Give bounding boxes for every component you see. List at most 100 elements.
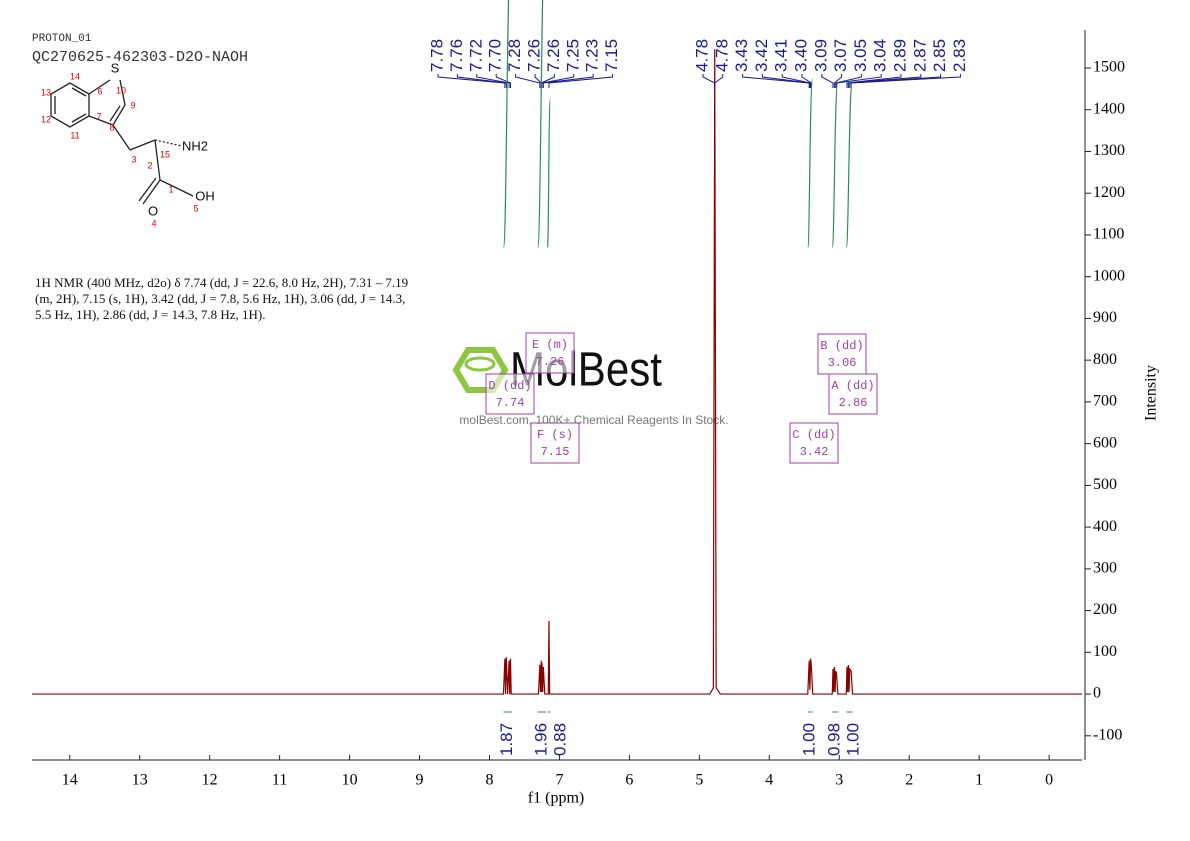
y-tick-label: 1400 [1093, 100, 1125, 117]
x-tick-label: 14 [62, 772, 78, 789]
multiplet-label: B (dd) [820, 339, 863, 353]
y-tick-label: 1500 [1093, 59, 1125, 76]
peak-label: 2.83 [950, 39, 969, 72]
peak-label: 7.15 [602, 39, 621, 72]
atom-number: 1 [168, 184, 173, 194]
spectrum [32, 49, 1082, 695]
multiplet-shift: 2.86 [839, 396, 868, 410]
x-tick-label: 12 [202, 772, 218, 789]
x-tick-label: 7 [555, 772, 563, 789]
peak-leader [714, 74, 724, 88]
multiplet-label: F (s) [537, 428, 573, 442]
atom-number: 15 [160, 149, 170, 159]
peak-label: 3.41 [772, 39, 791, 72]
peak-leader [847, 74, 922, 88]
multiplet-label: E (m) [532, 338, 568, 352]
x-axis-label: f1 (ppm) [528, 790, 584, 807]
peak-label: 7.25 [563, 39, 582, 72]
atom-number: 4 [151, 218, 156, 228]
y-tick-label: 300 [1093, 560, 1117, 577]
peak-leader [495, 74, 511, 88]
y-tick-label: 1100 [1093, 226, 1124, 243]
integral-label: 0.98 [825, 723, 844, 756]
x-tick-label: 13 [132, 772, 148, 789]
x-tick-label: 10 [342, 772, 358, 789]
multiplet-box [485, 373, 535, 415]
atom-label: S [111, 60, 120, 75]
peak-leader [437, 74, 506, 88]
peak-leader [515, 74, 541, 88]
peak-leader [846, 74, 902, 88]
peak-label: 3.09 [811, 39, 830, 72]
atom-number: 11 [70, 130, 79, 140]
y-tick-label: 600 [1093, 434, 1117, 451]
atom-number: 12 [41, 114, 51, 124]
atom-number: 9 [130, 100, 135, 110]
y-tick-label: 0 [1093, 685, 1101, 702]
y-tick-label: 1300 [1093, 142, 1125, 159]
peak-leader [835, 74, 882, 88]
atom-number: 6 [97, 86, 102, 96]
atom-label: NH2 [182, 138, 208, 153]
x-tick-label: 0 [1045, 772, 1053, 789]
integral-curve [546, 99, 551, 249]
peak-leader [476, 74, 510, 88]
y-axis-label: Intensity [1143, 365, 1160, 421]
y-tick-label: 500 [1093, 476, 1117, 493]
multiplet-box [828, 373, 878, 415]
sample-name: QC270625-462303-D2O-NAOH [32, 49, 248, 66]
peak-leader [541, 74, 575, 88]
integral-label: 0.88 [550, 723, 569, 756]
multiplet-box [525, 332, 575, 374]
run-name: PROTON_01 [32, 33, 92, 45]
peak-label: 7.76 [447, 39, 466, 72]
integral-curve [831, 82, 839, 249]
integral-curve [845, 78, 854, 249]
x-tick-label: 9 [416, 772, 424, 789]
peak-label: 3.05 [851, 39, 870, 72]
peak-label: 7.23 [583, 39, 602, 72]
integral-label: 1.87 [497, 723, 516, 756]
watermark-tagline: molBest.com, 100K+ Chemical Reagents In … [459, 413, 728, 427]
description-line: (m, 2H), 7.15 (s, 1H), 3.42 (dd, J = 7.8… [35, 291, 405, 306]
y-tick-label: 700 [1093, 393, 1117, 410]
peak-label: 3.04 [871, 39, 890, 72]
integral-label: 1.00 [800, 723, 819, 756]
peak-label: 4.78 [692, 39, 711, 72]
multiplet-shift: 7.26 [536, 355, 565, 369]
x-tick-label: 2 [905, 772, 913, 789]
description-line: 5.5 Hz, 1H), 2.86 (dd, J = 14.3, 7.8 Hz,… [35, 307, 265, 322]
peak-label: 7.28 [505, 39, 524, 72]
peak-label: 7.70 [486, 39, 505, 72]
peak-leader [456, 74, 507, 88]
description: 1H NMR (400 MHz, d2o) δ 7.74 (dd, J = 22… [35, 275, 408, 322]
y-tick-label: -100 [1093, 726, 1122, 743]
peak-label: 2.87 [910, 39, 929, 72]
y-tick-label: 900 [1093, 309, 1117, 326]
multiplet-label: D (dd) [488, 379, 531, 393]
y-tick-label: 1000 [1093, 267, 1125, 284]
peak-label: 3.40 [791, 39, 810, 72]
peak-label: 3.07 [831, 39, 850, 72]
atom-number: 5 [193, 203, 198, 213]
x-tick-label: 4 [765, 772, 773, 789]
peak-leader [781, 74, 812, 88]
x-tick-label: 3 [835, 772, 843, 789]
multiplet-label: C (dd) [792, 428, 835, 442]
peak-label: 7.26 [524, 39, 543, 72]
atom-number: 3 [131, 154, 136, 164]
atom-number: 14 [70, 71, 80, 81]
x-tick-label: 1 [975, 772, 983, 789]
integral-curve [502, 0, 510, 249]
peak-label: 7.26 [544, 39, 563, 72]
peak-label: 2.89 [890, 39, 909, 72]
atom-number: 7 [96, 111, 101, 121]
atom-number: 8 [109, 122, 114, 132]
peak-label: 7.72 [466, 39, 485, 72]
multiplet-shift: 7.74 [496, 396, 525, 410]
peak-leader [821, 74, 834, 88]
multiplet-label: A (dd) [831, 379, 874, 393]
peak-leader [849, 74, 942, 88]
